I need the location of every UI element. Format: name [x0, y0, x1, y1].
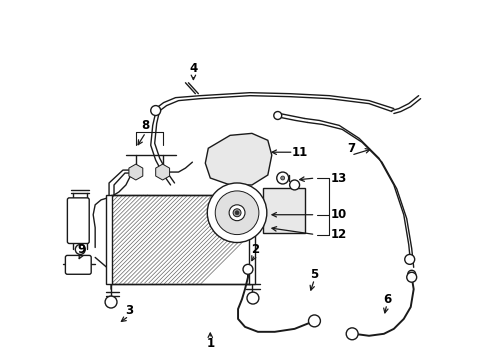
Circle shape — [229, 205, 245, 221]
Circle shape — [151, 105, 161, 116]
Text: 2: 2 — [251, 243, 259, 256]
Text: 11: 11 — [292, 146, 308, 159]
Circle shape — [346, 328, 358, 340]
Circle shape — [405, 255, 415, 264]
Circle shape — [131, 168, 139, 176]
Text: 8: 8 — [142, 119, 150, 132]
Text: 3: 3 — [125, 305, 133, 318]
Polygon shape — [129, 164, 143, 180]
FancyBboxPatch shape — [65, 255, 91, 274]
Text: 10: 10 — [331, 208, 347, 221]
Text: 9: 9 — [77, 243, 85, 256]
Bar — [111, 195, 250, 284]
Circle shape — [277, 172, 289, 184]
Text: 4: 4 — [189, 62, 197, 75]
Polygon shape — [205, 133, 272, 185]
Circle shape — [215, 191, 259, 235]
Circle shape — [235, 211, 239, 215]
Circle shape — [309, 315, 320, 327]
Circle shape — [75, 244, 85, 255]
Text: 7: 7 — [347, 142, 355, 155]
Text: 5: 5 — [310, 268, 318, 281]
Bar — [106, 195, 112, 284]
Text: 13: 13 — [331, 171, 347, 185]
Circle shape — [207, 183, 267, 243]
Circle shape — [105, 296, 117, 308]
FancyBboxPatch shape — [68, 198, 89, 243]
Bar — [111, 195, 250, 284]
Polygon shape — [156, 164, 170, 180]
Circle shape — [290, 180, 299, 190]
Circle shape — [407, 272, 416, 282]
Circle shape — [233, 209, 241, 217]
Bar — [263, 188, 305, 233]
Bar — [249, 195, 255, 284]
Circle shape — [243, 264, 253, 274]
Text: 6: 6 — [383, 293, 391, 306]
Text: 12: 12 — [331, 228, 347, 241]
Circle shape — [408, 270, 416, 278]
Text: 1: 1 — [206, 337, 214, 350]
Circle shape — [274, 112, 282, 120]
Circle shape — [281, 176, 285, 180]
Circle shape — [247, 292, 259, 304]
